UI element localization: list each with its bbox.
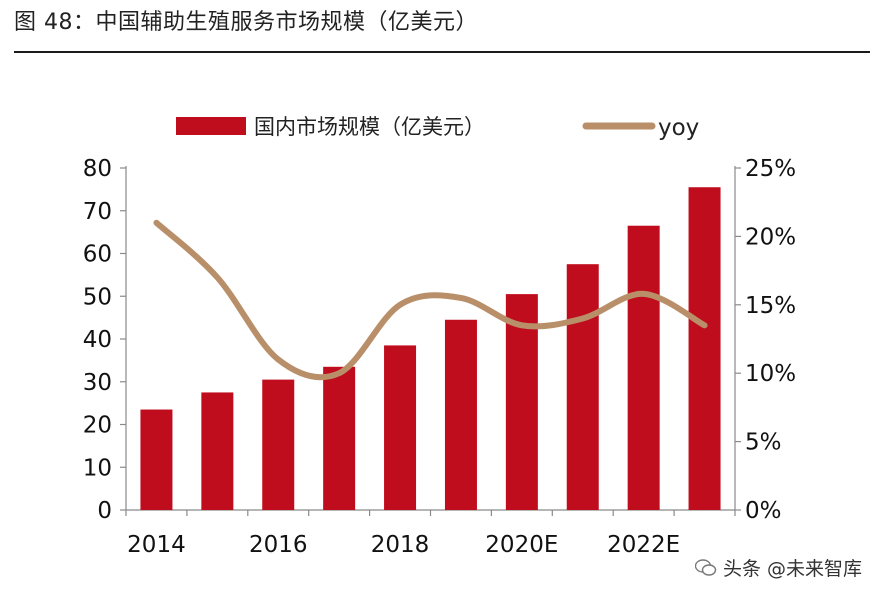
x-tick-label: 2014 xyxy=(127,532,186,558)
bars xyxy=(140,187,721,511)
y-left-tick-label: 80 xyxy=(83,156,112,182)
watermark-text: 头条 @未来智库 xyxy=(722,558,862,580)
y-left-tick-label: 60 xyxy=(83,242,112,268)
x-tick-label: 2016 xyxy=(249,532,308,558)
y-right-tick-label: 10% xyxy=(745,361,796,387)
figure-caption: 中国辅助生殖服务市场规模（亿美元） xyxy=(95,10,479,35)
legend-label-market-size: 国内市场规模（亿美元） xyxy=(254,115,485,139)
y-left-tick-label: 30 xyxy=(83,370,112,396)
legend-label-yoy: yoy xyxy=(658,115,699,141)
figure-number: 图 48： xyxy=(14,10,96,35)
y-left-tick-label: 0 xyxy=(97,498,112,524)
bar-2022E xyxy=(627,225,660,510)
y-right-tick-label: 0% xyxy=(745,498,782,524)
axis-labels: 0 10 20 30 40 50 60 70 80 0% 5% 10% 15% 20% 25% 2014 201… xyxy=(83,156,796,558)
x-tick-label: 2018 xyxy=(371,532,430,558)
x-tick-label: 2020E xyxy=(485,532,558,558)
bar-2015 xyxy=(201,392,234,510)
bar-2018 xyxy=(384,345,417,510)
y-left-tick-label: 70 xyxy=(83,199,112,225)
y-left-tick-label: 50 xyxy=(83,284,112,310)
bar-2016 xyxy=(262,379,295,510)
y-right-tick-label: 20% xyxy=(745,224,796,250)
y-right-tick-label: 25% xyxy=(745,156,796,182)
legend: 国内市场规模（亿美元） yoy xyxy=(176,115,699,141)
bar-2023E xyxy=(688,187,721,511)
bar-2019 xyxy=(444,319,477,510)
y-left-tick-label: 20 xyxy=(83,413,112,439)
bar-2017 xyxy=(323,366,356,510)
y-right-tick-label: 15% xyxy=(745,293,796,319)
bar-2014 xyxy=(140,409,173,510)
legend-swatch-market-size xyxy=(176,117,246,135)
title-divider xyxy=(14,51,870,53)
y-right-tick-label: 5% xyxy=(745,430,782,456)
bar-2021E xyxy=(566,264,599,510)
figure-title: 图 48：中国辅助生殖服务市场规模（亿美元） xyxy=(14,4,478,36)
bar-2020E xyxy=(505,294,538,510)
watermark: 头条 @未来智库 xyxy=(694,554,862,581)
y-left-tick-label: 10 xyxy=(83,455,112,481)
y-left-tick-label: 40 xyxy=(83,327,112,353)
yoy-line xyxy=(153,219,708,381)
x-tick-label: 2022E xyxy=(607,532,680,558)
wechat-icon xyxy=(694,559,717,576)
